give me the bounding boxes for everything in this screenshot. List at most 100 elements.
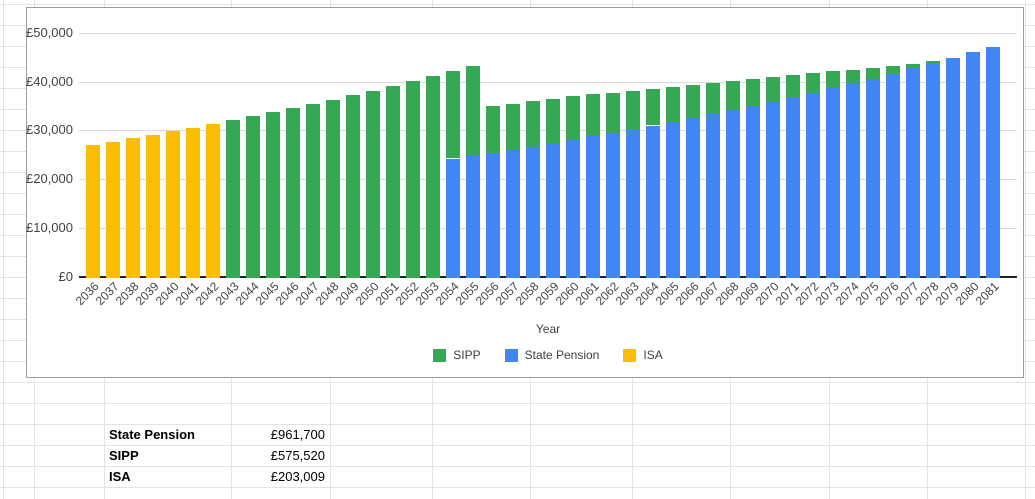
bar-2079-state-pension[interactable]: [946, 58, 960, 278]
bar-2078-sipp[interactable]: [926, 61, 940, 63]
grid-row-line: [0, 445, 1035, 446]
y-axis-tick-label: £50,000: [26, 25, 73, 40]
summary-cell-isa-label[interactable]: ISA: [109, 469, 131, 484]
bar-2076-sipp[interactable]: [886, 66, 900, 74]
bar-2037-isa[interactable]: [106, 142, 120, 278]
chart-legend: SIPP State Pension ISA: [79, 348, 1017, 362]
summary-cell-state-pension-value[interactable]: £961,700: [270, 427, 325, 442]
y-gridline: [79, 82, 1017, 83]
bar-2069-sipp[interactable]: [746, 79, 760, 106]
bar-2071-state-pension[interactable]: [786, 97, 800, 278]
bar-2046-sipp[interactable]: [286, 108, 300, 278]
bar-2039-isa[interactable]: [146, 135, 160, 278]
bar-2081-state-pension[interactable]: [986, 47, 1000, 278]
bar-2075-state-pension[interactable]: [866, 78, 880, 278]
bar-2050-sipp[interactable]: [366, 91, 380, 278]
bar-2066-state-pension[interactable]: [686, 118, 700, 278]
bar-2072-state-pension[interactable]: [806, 93, 820, 278]
y-axis-tick-label: £20,000: [26, 171, 73, 186]
bar-2067-sipp[interactable]: [706, 83, 720, 114]
bar-2061-state-pension[interactable]: [586, 136, 600, 278]
bar-2056-state-pension[interactable]: [486, 153, 500, 278]
bar-2053-sipp[interactable]: [426, 76, 440, 278]
bar-2066-sipp[interactable]: [686, 85, 700, 118]
bar-2036-isa[interactable]: [86, 145, 100, 278]
bar-2056-sipp[interactable]: [486, 106, 500, 153]
bar-2060-state-pension[interactable]: [566, 140, 580, 278]
bar-2077-sipp[interactable]: [906, 64, 920, 68]
bar-2065-state-pension[interactable]: [666, 122, 680, 278]
bar-2060-sipp[interactable]: [566, 96, 580, 140]
bar-2073-state-pension[interactable]: [826, 88, 840, 278]
bar-2071-sipp[interactable]: [786, 75, 800, 97]
bar-2064-sipp[interactable]: [646, 89, 660, 125]
grid-row-line: [0, 403, 1035, 404]
bar-2064-state-pension[interactable]: [646, 126, 660, 278]
bar-2057-sipp[interactable]: [506, 104, 520, 150]
grid-row-line: [0, 424, 1035, 425]
bar-2067-state-pension[interactable]: [706, 114, 720, 278]
legend-label-sipp: SIPP: [453, 348, 481, 362]
bar-2047-sipp[interactable]: [306, 104, 320, 278]
bar-2068-sipp[interactable]: [726, 81, 740, 110]
bar-2044-sipp[interactable]: [246, 116, 260, 278]
bar-2078-state-pension[interactable]: [926, 63, 940, 278]
bar-2043-sipp[interactable]: [226, 120, 240, 278]
bar-2065-sipp[interactable]: [666, 87, 680, 122]
bar-2042-isa[interactable]: [206, 124, 220, 278]
bar-2059-state-pension[interactable]: [546, 143, 560, 278]
bar-2073-sipp[interactable]: [826, 71, 840, 88]
grid-row-line: [0, 466, 1035, 467]
bar-2051-sipp[interactable]: [386, 86, 400, 278]
state-pension-swatch-icon: [504, 348, 518, 362]
bar-2058-sipp[interactable]: [526, 101, 540, 147]
legend-item-sipp: SIPP: [433, 348, 481, 362]
bar-2074-sipp[interactable]: [846, 70, 860, 83]
bar-2080-state-pension[interactable]: [966, 52, 980, 278]
bar-2070-state-pension[interactable]: [766, 102, 780, 278]
bar-2055-state-pension[interactable]: [466, 156, 480, 278]
grid-column-line: [3, 0, 4, 499]
bar-2058-state-pension[interactable]: [526, 147, 540, 278]
bar-2052-sipp[interactable]: [406, 81, 420, 278]
x-axis-title: Year: [535, 322, 561, 336]
bar-2049-sipp[interactable]: [346, 95, 360, 278]
y-axis-tick-label: £0: [58, 269, 73, 284]
bar-2048-sipp[interactable]: [326, 100, 340, 278]
bar-2069-state-pension[interactable]: [746, 106, 760, 278]
bar-2063-state-pension[interactable]: [626, 129, 640, 278]
bar-2038-isa[interactable]: [126, 138, 140, 278]
bar-2070-sipp[interactable]: [766, 77, 780, 102]
bar-2045-sipp[interactable]: [266, 112, 280, 278]
bar-2057-state-pension[interactable]: [506, 150, 520, 278]
bar-2076-state-pension[interactable]: [886, 73, 900, 278]
bar-2063-sipp[interactable]: [626, 91, 640, 130]
y-axis-tick-label: £40,000: [26, 74, 73, 89]
summary-cell-sipp-label[interactable]: SIPP: [109, 448, 139, 463]
bar-2072-sipp[interactable]: [806, 73, 820, 93]
bar-2054-state-pension[interactable]: [446, 159, 460, 278]
sipp-swatch-icon: [433, 348, 447, 362]
bar-2041-isa[interactable]: [186, 128, 200, 278]
summary-cell-isa-value[interactable]: £203,009: [270, 469, 325, 484]
chart-card[interactable]: £0 £10,000 £20,000 £30,000 £40,000 £50,000 203…: [26, 7, 1024, 378]
bar-2077-state-pension[interactable]: [906, 68, 920, 278]
summary-cell-sipp-value[interactable]: £575,520: [270, 448, 325, 463]
bar-2074-state-pension[interactable]: [846, 83, 860, 278]
bar-2075-sipp[interactable]: [866, 68, 880, 79]
legend-label-isa: ISA: [643, 348, 663, 362]
summary-cell-state-pension-label[interactable]: State Pension: [109, 427, 195, 442]
bar-2040-isa[interactable]: [166, 131, 180, 278]
bar-2062-state-pension[interactable]: [606, 133, 620, 278]
bar-2059-sipp[interactable]: [546, 99, 560, 144]
y-axis-tick-label: £10,000: [26, 220, 73, 235]
grid-column-line: [1025, 0, 1026, 499]
grid-row-line: [0, 382, 1035, 383]
legend-item-isa: ISA: [623, 348, 663, 362]
bar-2061-sipp[interactable]: [586, 94, 600, 136]
bar-2062-sipp[interactable]: [606, 93, 620, 133]
bar-2055-sipp[interactable]: [466, 66, 480, 156]
bar-2054-sipp[interactable]: [446, 71, 460, 158]
bar-2068-state-pension[interactable]: [726, 110, 740, 278]
